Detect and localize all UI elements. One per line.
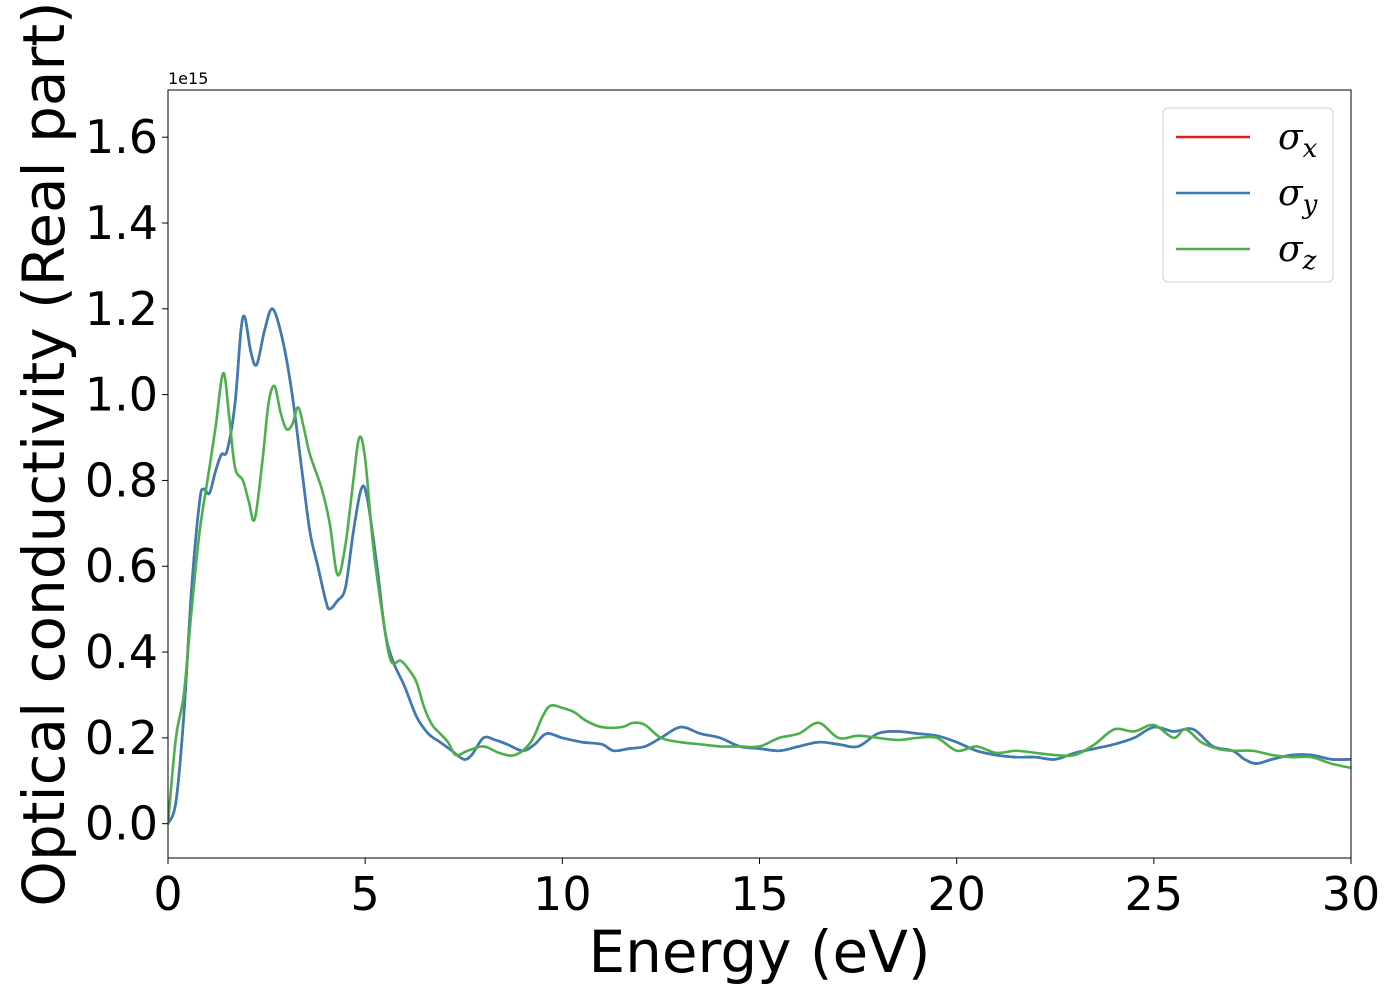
series-layer — [168, 307, 1351, 825]
series-line-y — [168, 307, 1351, 825]
x-tick-label: 20 — [927, 867, 986, 921]
x-tick-label: 0 — [153, 867, 182, 921]
legend-label-y: σy — [1278, 173, 1318, 220]
x-tick-label: 10 — [533, 867, 592, 921]
y-tick-label: 0.8 — [85, 453, 158, 507]
legend-label-z: σz — [1278, 229, 1317, 276]
y-tick-label: 0.2 — [85, 711, 158, 765]
y-tick-label: 0.6 — [85, 539, 158, 593]
x-axis: 0 5 10 15 20 25 30 — [153, 858, 1380, 921]
legend: σx σy σz — [1162, 107, 1334, 283]
y-tick-label: 1.2 — [85, 282, 158, 336]
x-tick-label: 30 — [1322, 867, 1381, 921]
x-tick-label: 25 — [1125, 867, 1184, 921]
legend-box — [1162, 107, 1334, 283]
y-axis: 0.0 0.2 0.4 0.6 0.8 1.0 1.2 1.4 1.6 — [85, 110, 168, 851]
y-axis-title: Optical conductivity (Real part) — [10, 1, 78, 906]
x-tick-label: 15 — [730, 867, 789, 921]
y-offset-label: 1e15 — [168, 69, 208, 88]
series-line-z — [168, 371, 1351, 825]
x-axis-title: Energy (eV) — [588, 918, 930, 986]
x-tick-label: 5 — [351, 867, 380, 921]
y-tick-label: 0.0 — [85, 797, 158, 851]
y-tick-label: 1.0 — [85, 368, 158, 422]
y-tick-label: 1.4 — [85, 196, 158, 250]
legend-label-x: σx — [1278, 117, 1318, 164]
y-tick-label: 1.6 — [85, 110, 158, 164]
y-tick-label: 0.4 — [85, 625, 158, 679]
